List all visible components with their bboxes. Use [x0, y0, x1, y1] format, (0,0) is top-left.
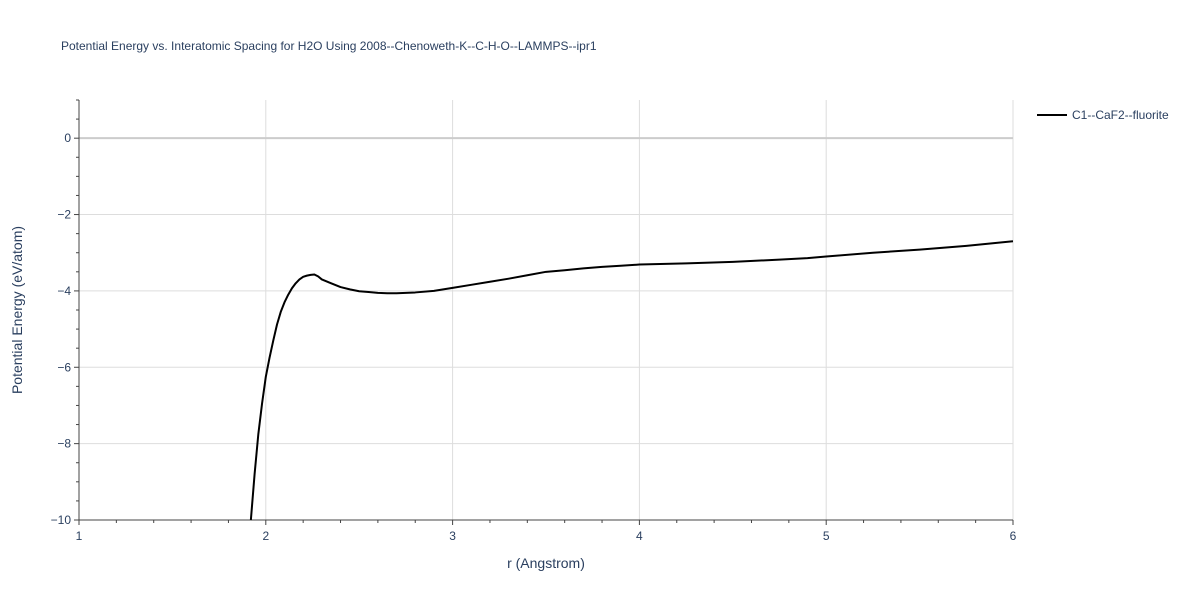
y-axis-label: Potential Energy (eV/atom) [9, 226, 25, 394]
x-axis-label: r (Angstrom) [507, 555, 585, 571]
y-tick-label: 0 [64, 131, 71, 145]
x-tick-label: 3 [449, 529, 456, 543]
y-tick-label: −4 [57, 284, 71, 298]
x-tick-label: 2 [262, 529, 269, 543]
y-tick-label: −8 [57, 437, 71, 451]
legend-entry-label: C1--CaF2--fluorite [1072, 108, 1169, 122]
plot-area [249, 240, 1013, 521]
tick-labels: 1 2 3 4 5 6 0 −2 −4 −6 −8 −10 [51, 131, 1017, 543]
legend[interactable]: C1--CaF2--fluorite [1037, 108, 1169, 122]
x-tick-label: 1 [76, 529, 83, 543]
series-line [249, 240, 1013, 521]
y-tick-label: −2 [57, 208, 71, 222]
y-tick-label: −10 [51, 513, 72, 527]
x-tick-label: 6 [1010, 529, 1017, 543]
grid [79, 100, 1014, 520]
x-tick-label: 5 [823, 529, 830, 543]
axes [74, 99, 1014, 525]
y-tick-label: −6 [57, 360, 71, 374]
x-tick-label: 4 [636, 529, 643, 543]
chart-title: Potential Energy vs. Interatomic Spacing… [61, 39, 597, 53]
